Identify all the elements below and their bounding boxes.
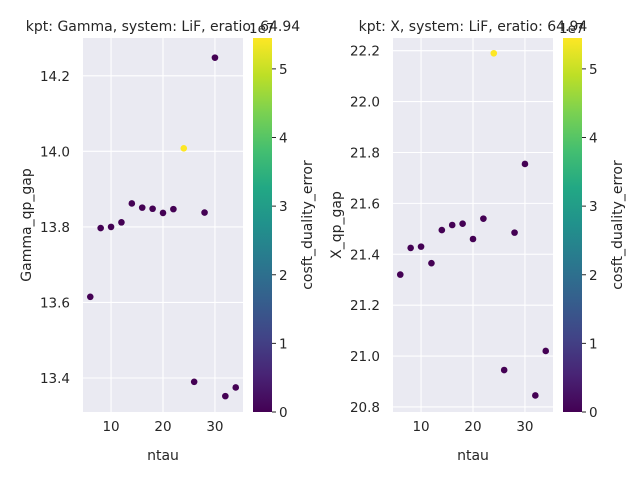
y-axis-label: X_qp_gap [329, 191, 345, 259]
colorbar-tick-label: 5 [279, 62, 288, 78]
colorbar-tick-label: 4 [589, 131, 598, 147]
y-tick-label: 13.8 [40, 220, 70, 236]
data-point [201, 209, 208, 216]
data-point [86, 293, 94, 301]
colorbar-tick-label: 4 [279, 131, 288, 147]
data-point [170, 205, 177, 213]
colorbar-tick-label: 3 [279, 199, 288, 215]
colorbar [563, 38, 582, 412]
colorbar-tick-label: 1 [279, 336, 288, 352]
x-axis-label: ntau [457, 448, 489, 464]
y-tick-label: 20.8 [350, 400, 380, 416]
colorbar-tick-label: 0 [279, 405, 288, 421]
axis-ticks: 10 20 30 13.4 13.6 13.8 14.0 14.2 [40, 69, 224, 435]
y-tick-label: 21.8 [350, 145, 380, 161]
colorbar [253, 38, 272, 412]
data-point [149, 205, 156, 213]
colorbar-tick-label: 1 [589, 336, 598, 352]
data-point [438, 226, 446, 234]
x-tick-label: 10 [102, 419, 119, 435]
colorbar-offset-label: 1e7 [249, 21, 274, 37]
colorbar-label: cosft_duality_error [610, 160, 626, 290]
colorbar-label: cosft_duality_error [300, 160, 316, 290]
data-point [469, 235, 477, 243]
grid [393, 38, 553, 412]
x-tick-label: 20 [464, 419, 481, 435]
x-tick-label: 30 [206, 419, 223, 435]
x-tick-label: 30 [516, 419, 533, 435]
x-axis-label: ntau [147, 448, 179, 464]
data-point [159, 209, 167, 217]
axis-ticks: 10 20 30 20.8 21.0 21.2 21.4 21.6 21.8 22.0 22.2 [350, 44, 534, 435]
y-tick-label: 21.6 [350, 196, 380, 212]
y-tick-label: 22.0 [350, 95, 380, 111]
y-tick-label: 21.0 [350, 349, 380, 365]
data-point [521, 160, 529, 168]
x-tick-label: 10 [412, 419, 429, 435]
y-tick-label: 13.4 [40, 371, 70, 387]
scatter-points [396, 49, 550, 399]
data-point [222, 392, 229, 400]
y-tick-label: 13.6 [40, 295, 70, 311]
colorbar-ticks: 0 1 2 3 4 5 [272, 62, 288, 421]
data-point [417, 243, 425, 250]
data-point [490, 49, 498, 57]
y-tick-label: 14.2 [40, 69, 70, 85]
data-point [448, 221, 456, 229]
data-point [542, 347, 550, 355]
data-point [97, 224, 104, 232]
data-point [407, 244, 414, 252]
y-tick-label: 22.2 [350, 44, 380, 60]
colorbar-tick-label: 3 [589, 199, 598, 215]
colorbar-tick-label: 0 [589, 405, 598, 421]
y-tick-label: 21.2 [350, 298, 380, 314]
data-point [211, 54, 219, 61]
grid [83, 38, 243, 412]
chart-title: kpt: X, system: LiF, eratio: 64.94 [359, 19, 588, 35]
chart-title: kpt: Gamma, system: LiF, eratio: 64.94 [26, 19, 300, 35]
data-point [511, 229, 518, 236]
data-point [480, 215, 487, 222]
x-tick-label: 20 [154, 419, 171, 435]
colorbar-offset-label: 1e7 [559, 21, 584, 37]
colorbar-tick-label: 2 [279, 268, 288, 284]
data-point [428, 259, 435, 267]
data-point [118, 219, 125, 226]
colorbar-tick-label: 5 [589, 62, 598, 78]
data-point [180, 145, 188, 152]
data-point [232, 384, 240, 391]
data-point [128, 200, 136, 207]
y-tick-label: 21.4 [350, 247, 380, 263]
data-point [190, 378, 198, 386]
data-point [138, 204, 146, 211]
data-point [459, 220, 466, 228]
data-point [107, 223, 115, 231]
y-axis-label: Gamma_qp_gap [19, 168, 35, 282]
y-tick-label: 14.0 [40, 144, 70, 160]
data-point [500, 366, 508, 374]
colorbar-tick-label: 2 [589, 268, 598, 284]
data-point [532, 392, 539, 399]
colorbar-ticks: 0 1 2 3 4 5 [582, 62, 598, 421]
data-point [396, 271, 404, 278]
scatter-points [86, 54, 240, 400]
